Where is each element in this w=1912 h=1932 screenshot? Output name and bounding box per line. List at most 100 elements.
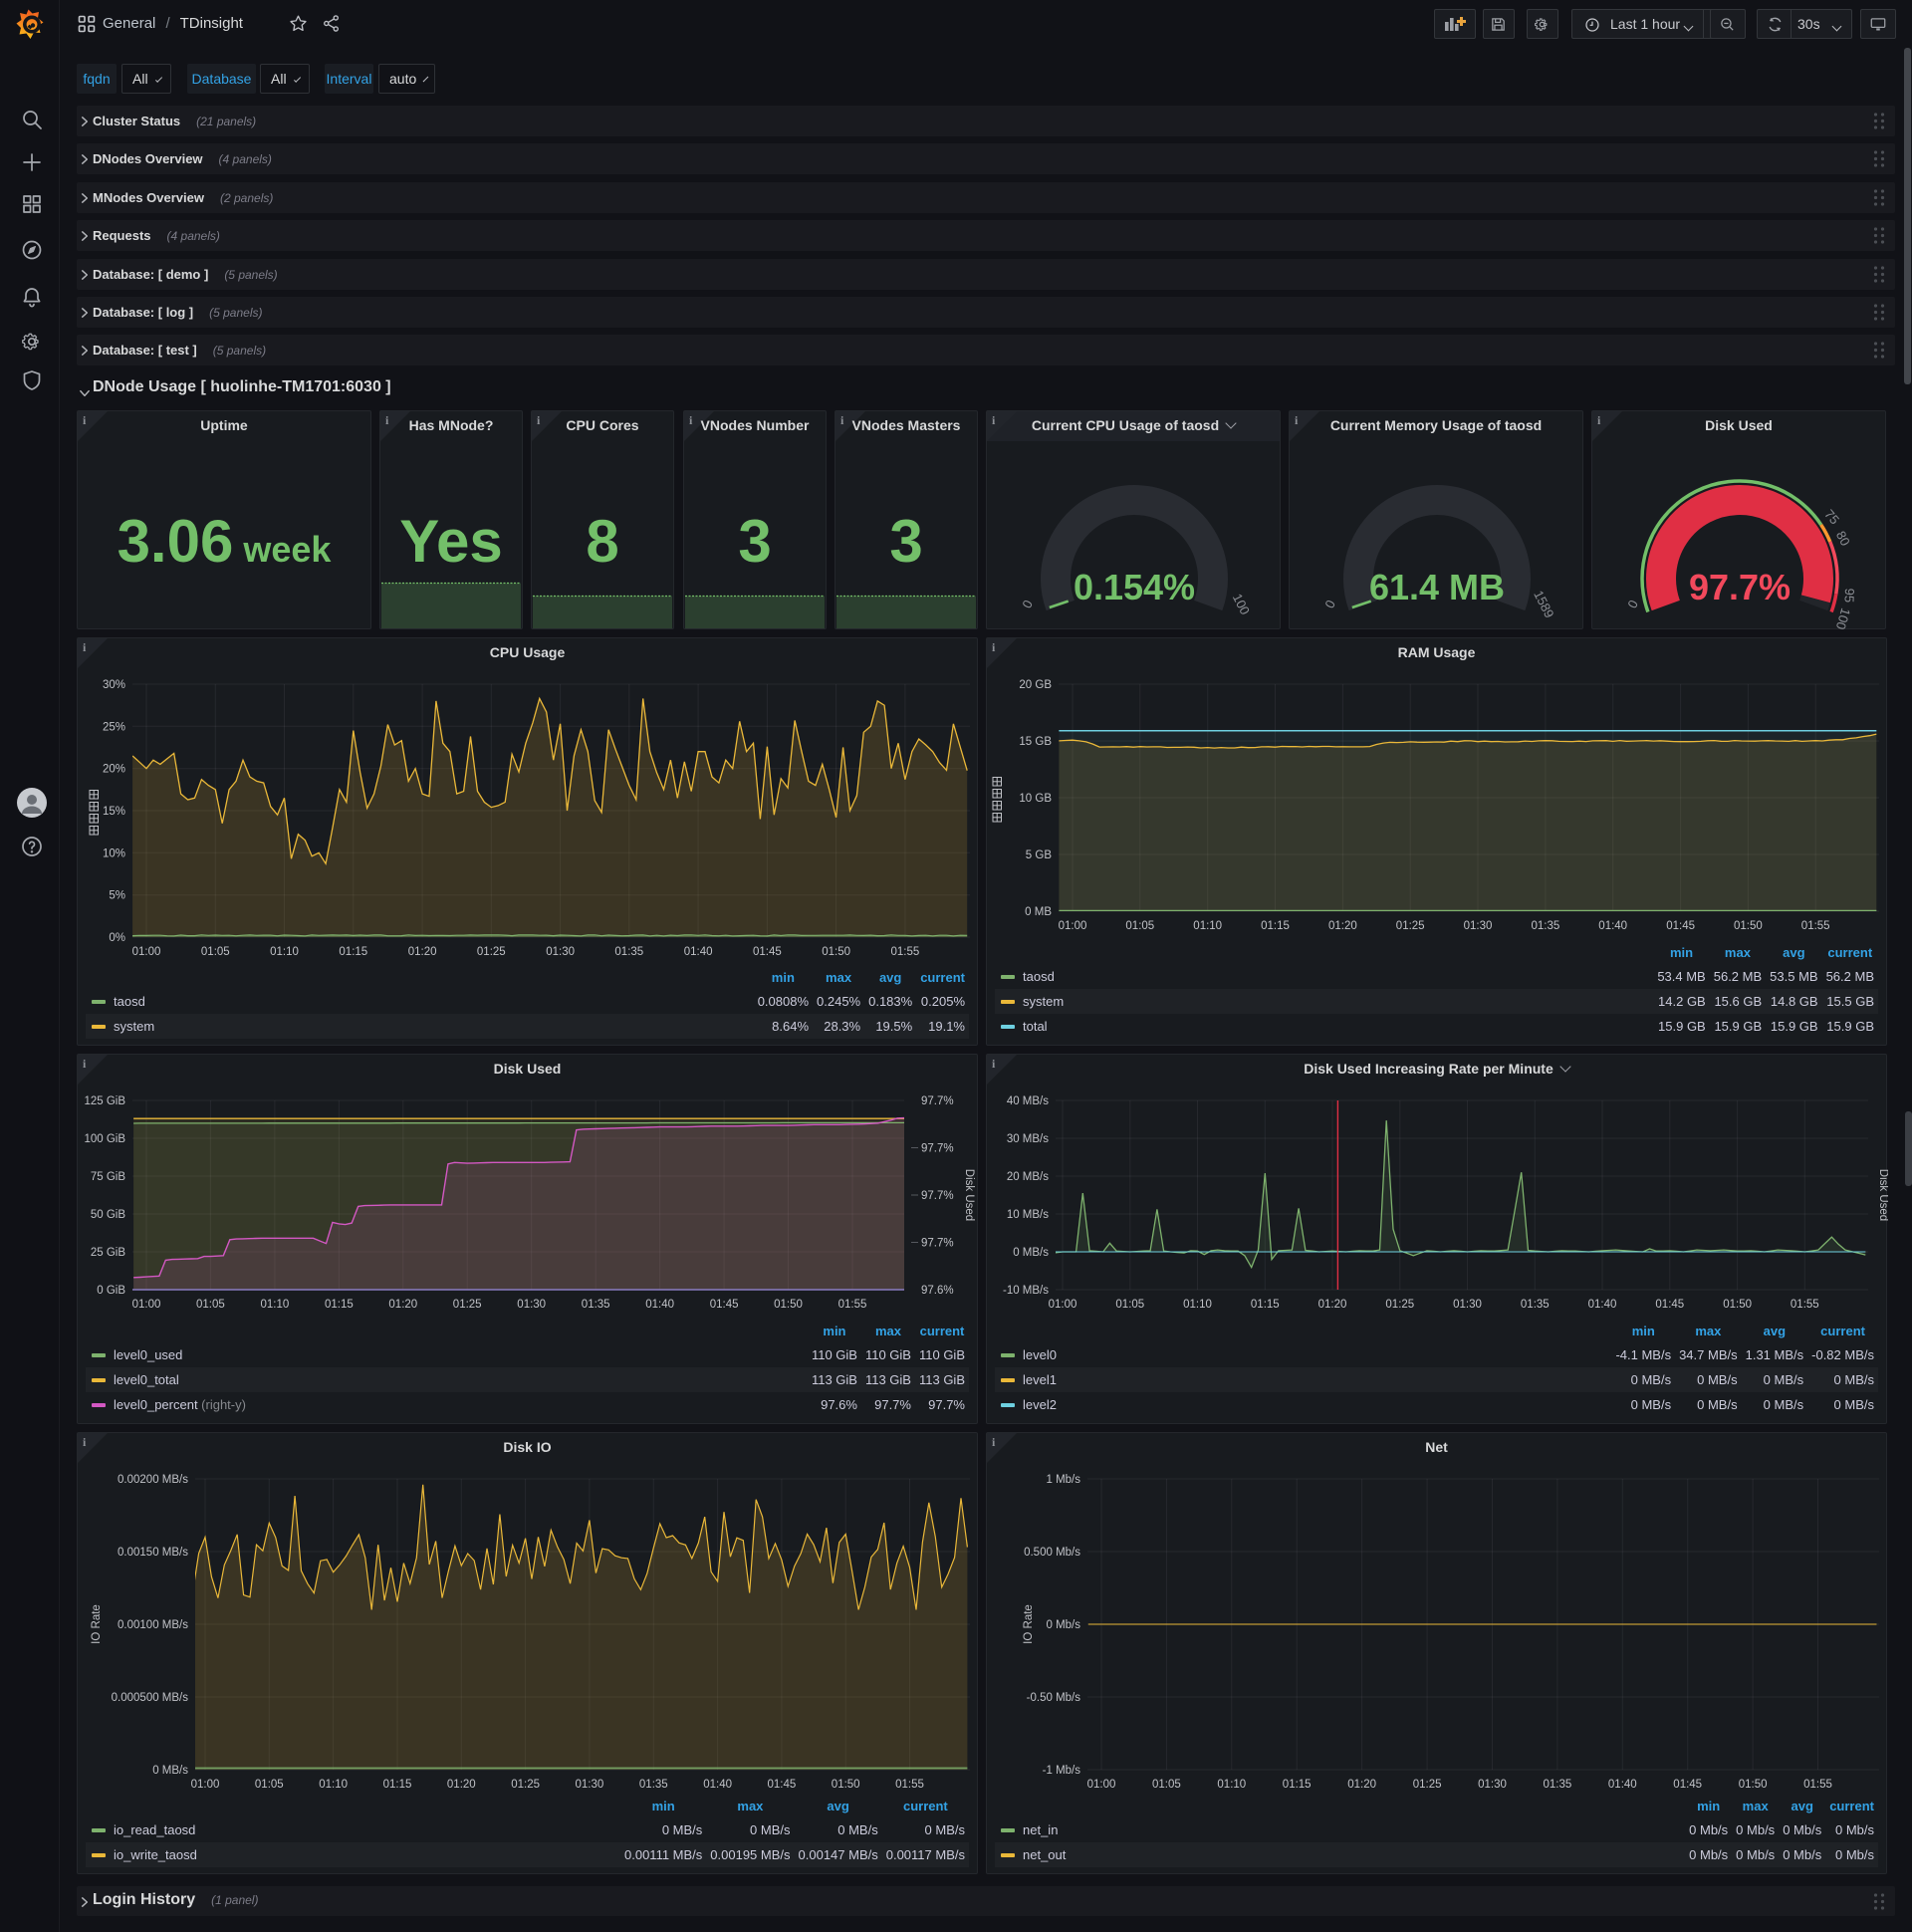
svg-text:01:20: 01:20	[1328, 920, 1357, 932]
svg-text:0 MB/s: 0 MB/s	[1013, 1247, 1049, 1259]
svg-text:0 Mb/s: 0 Mb/s	[1046, 1619, 1080, 1631]
svg-text:01:35: 01:35	[1532, 920, 1560, 932]
svg-text:01:50: 01:50	[1734, 920, 1763, 932]
svg-text:01:00: 01:00	[191, 1779, 220, 1791]
svg-text:01:55: 01:55	[838, 1299, 867, 1311]
svg-text:-10 MB/s: -10 MB/s	[1003, 1285, 1049, 1297]
svg-text:01:55: 01:55	[1801, 920, 1830, 932]
svg-text:15%: 15%	[103, 806, 125, 818]
svg-text:1 Mb/s: 1 Mb/s	[1046, 1474, 1080, 1486]
svg-text:01:25: 01:25	[1396, 920, 1425, 932]
svg-text:25 GiB: 25 GiB	[91, 1247, 125, 1259]
svg-text:100 GiB: 100 GiB	[84, 1133, 125, 1145]
svg-text:0: 0	[1019, 598, 1036, 610]
svg-text:01:05: 01:05	[201, 946, 230, 958]
svg-text:01:10: 01:10	[1183, 1299, 1212, 1311]
svg-text:01:40: 01:40	[1608, 1779, 1637, 1791]
svg-text:01:15: 01:15	[1251, 1299, 1280, 1311]
svg-text:100: 100	[1230, 592, 1253, 617]
svg-text:01:30: 01:30	[517, 1299, 546, 1311]
svg-text:10 GB: 10 GB	[1019, 793, 1052, 805]
svg-text:15 GB: 15 GB	[1019, 736, 1052, 748]
svg-text:01:40: 01:40	[703, 1779, 732, 1791]
svg-text:01:35: 01:35	[1544, 1779, 1572, 1791]
svg-text:50 GiB: 50 GiB	[91, 1209, 125, 1221]
svg-text:01:50: 01:50	[832, 1779, 860, 1791]
svg-text:01:45: 01:45	[1673, 1779, 1702, 1791]
svg-text:01:15: 01:15	[1261, 920, 1290, 932]
svg-text:01:15: 01:15	[383, 1779, 412, 1791]
svg-text:97.7%: 97.7%	[921, 1143, 954, 1155]
svg-text:01:40: 01:40	[1598, 920, 1627, 932]
svg-text:0 GiB: 0 GiB	[97, 1285, 125, 1297]
svg-text:01:50: 01:50	[1723, 1299, 1752, 1311]
svg-text:01:15: 01:15	[1283, 1779, 1312, 1791]
svg-text:01:55: 01:55	[1803, 1779, 1832, 1791]
svg-text:97.6%: 97.6%	[921, 1285, 954, 1297]
svg-text:0.154%: 0.154%	[1074, 567, 1195, 607]
svg-text:5 GB: 5 GB	[1026, 849, 1053, 861]
svg-text:01:35: 01:35	[639, 1779, 668, 1791]
svg-text:01:20: 01:20	[388, 1299, 417, 1311]
svg-text:01:10: 01:10	[261, 1299, 290, 1311]
svg-text:01:25: 01:25	[1385, 1299, 1414, 1311]
svg-text:01:05: 01:05	[1125, 920, 1154, 932]
svg-text:20 GB: 20 GB	[1019, 679, 1052, 691]
svg-text:80: 80	[1833, 529, 1853, 549]
svg-text:30%: 30%	[103, 679, 125, 691]
svg-text:125 GiB: 125 GiB	[84, 1095, 125, 1107]
svg-text:01:45: 01:45	[768, 1779, 797, 1791]
svg-text:01:15: 01:15	[339, 946, 367, 958]
svg-text:01:30: 01:30	[546, 946, 575, 958]
svg-text:Disk Used: Disk Used	[963, 1169, 975, 1221]
svg-text:-0.50 Mb/s: -0.50 Mb/s	[1027, 1692, 1081, 1704]
svg-text:01:10: 01:10	[270, 946, 299, 958]
svg-text:01:35: 01:35	[582, 1299, 610, 1311]
svg-text:01:45: 01:45	[1666, 920, 1695, 932]
svg-text:0 MB: 0 MB	[1025, 906, 1052, 918]
svg-text:01:20: 01:20	[1318, 1299, 1347, 1311]
svg-text:61.4 MB: 61.4 MB	[1369, 567, 1505, 607]
svg-text:01:20: 01:20	[408, 946, 437, 958]
svg-text:01:25: 01:25	[511, 1779, 540, 1791]
svg-text:0.00100 MB/s: 0.00100 MB/s	[118, 1619, 188, 1631]
svg-text:5%: 5%	[109, 890, 125, 902]
svg-text:01:25: 01:25	[453, 1299, 482, 1311]
svg-text:01:20: 01:20	[447, 1779, 476, 1791]
svg-text:01:00: 01:00	[132, 946, 161, 958]
svg-text:0: 0	[1624, 598, 1641, 610]
svg-text:20%: 20%	[103, 764, 125, 776]
svg-text:01:35: 01:35	[614, 946, 643, 958]
svg-text:0.00150 MB/s: 0.00150 MB/s	[118, 1547, 188, 1559]
svg-text:01:00: 01:00	[1049, 1299, 1077, 1311]
svg-text:40 MB/s: 40 MB/s	[1007, 1095, 1049, 1107]
svg-text:01:30: 01:30	[1478, 1779, 1507, 1791]
svg-text:01:50: 01:50	[1739, 1779, 1768, 1791]
svg-text:0.00200 MB/s: 0.00200 MB/s	[118, 1474, 188, 1486]
svg-text:-1 Mb/s: -1 Mb/s	[1043, 1765, 1081, 1777]
svg-text:0.500 Mb/s: 0.500 Mb/s	[1024, 1547, 1080, 1559]
svg-text:IO Rate: IO Rate	[1023, 1604, 1035, 1644]
svg-text:01:05: 01:05	[255, 1779, 284, 1791]
svg-text:01:40: 01:40	[684, 946, 713, 958]
svg-text:01:10: 01:10	[1193, 920, 1222, 932]
svg-text:01:10: 01:10	[1217, 1779, 1246, 1791]
svg-text:IO Rate: IO Rate	[91, 1604, 103, 1644]
svg-text:0: 0	[1321, 598, 1338, 610]
svg-text:30 MB/s: 30 MB/s	[1007, 1133, 1049, 1145]
svg-text:25%: 25%	[103, 721, 125, 733]
svg-text:95: 95	[1841, 588, 1856, 603]
svg-text:97.7%: 97.7%	[921, 1095, 954, 1107]
svg-text:01:40: 01:40	[1588, 1299, 1617, 1311]
svg-text:01:50: 01:50	[774, 1299, 803, 1311]
svg-text:01:05: 01:05	[1152, 1779, 1181, 1791]
svg-text:01:55: 01:55	[1791, 1299, 1819, 1311]
svg-text:01:40: 01:40	[645, 1299, 674, 1311]
svg-text:97.7%: 97.7%	[1689, 567, 1791, 607]
svg-text:20 MB/s: 20 MB/s	[1007, 1171, 1049, 1183]
svg-text:01:20: 01:20	[1347, 1779, 1376, 1791]
svg-text:01:00: 01:00	[1059, 920, 1087, 932]
svg-text:01:15: 01:15	[325, 1299, 354, 1311]
svg-text:01:50: 01:50	[822, 946, 850, 958]
svg-text:0%: 0%	[109, 932, 125, 944]
